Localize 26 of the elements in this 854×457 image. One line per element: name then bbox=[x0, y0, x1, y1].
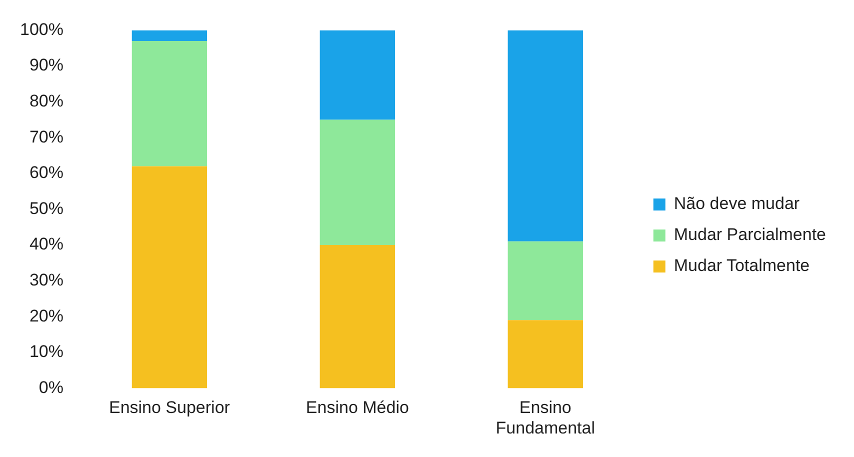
legend-label: Não deve mudar bbox=[674, 194, 800, 214]
legend-label: Mudar Totalmente bbox=[674, 256, 810, 276]
y-tick-label: 0% bbox=[38, 378, 64, 397]
bar bbox=[508, 320, 583, 388]
y-tick-label: 20% bbox=[29, 306, 64, 326]
y-tick-label: 70% bbox=[29, 127, 64, 146]
y-tick-label: 80% bbox=[29, 91, 64, 110]
y-tick-label: 40% bbox=[29, 234, 64, 254]
bar bbox=[320, 245, 396, 388]
bar bbox=[132, 30, 208, 41]
y-tick-label: 50% bbox=[29, 198, 64, 218]
x-tick-label: Ensino Fundamental bbox=[496, 398, 596, 438]
y-tick-label: 90% bbox=[29, 56, 64, 75]
legend-label: Mudar Parcialmente bbox=[674, 225, 826, 244]
y-tick-label: 10% bbox=[29, 342, 64, 362]
bar bbox=[320, 120, 396, 245]
bar bbox=[132, 40, 208, 166]
bar bbox=[508, 30, 583, 242]
bar bbox=[132, 166, 208, 388]
y-tick-label: 60% bbox=[29, 163, 64, 182]
x-tick-label: Ensino Superior bbox=[108, 398, 230, 418]
x-tick-label: Ensino Médio bbox=[306, 398, 409, 418]
bar bbox=[320, 30, 396, 120]
y-tick-label: 100% bbox=[20, 20, 64, 39]
bar bbox=[508, 241, 583, 320]
y-tick-label: 30% bbox=[29, 270, 64, 290]
